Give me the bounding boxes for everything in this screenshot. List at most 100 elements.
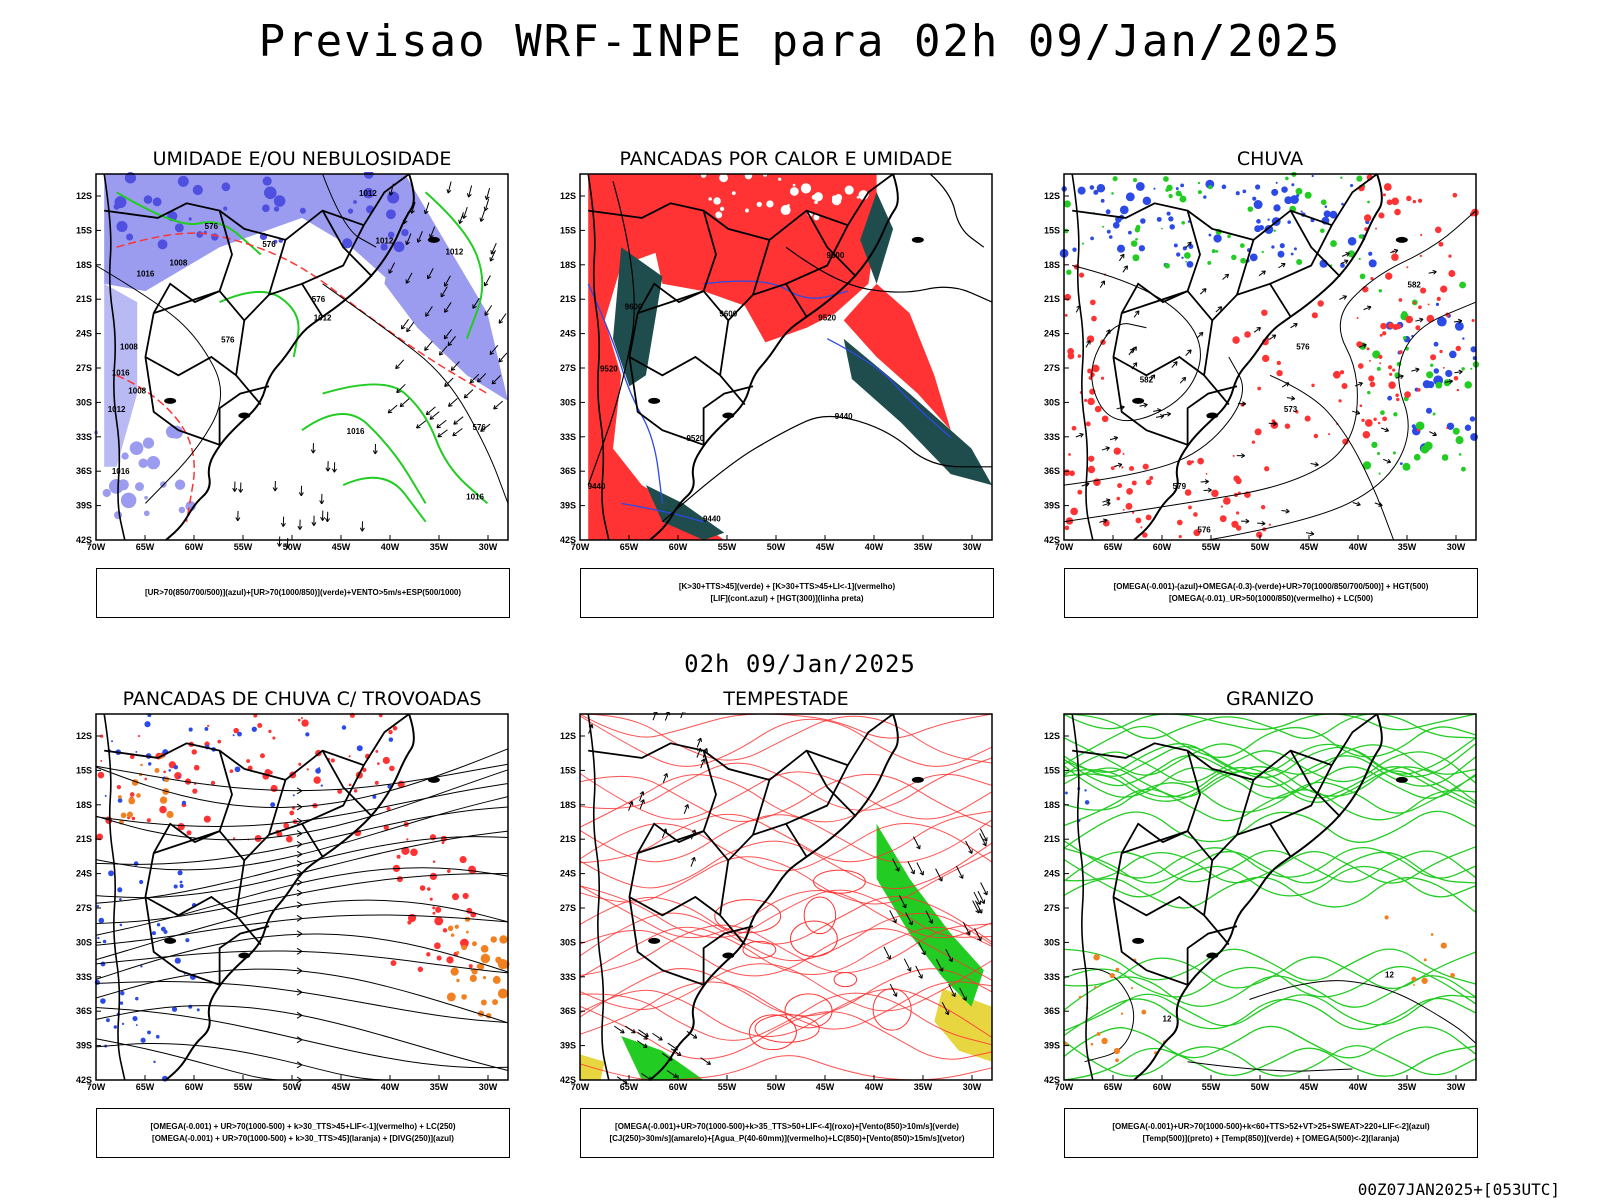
- omega-orange-cell: [1096, 1032, 1101, 1036]
- lat-label: 27S: [560, 363, 576, 373]
- legend-line: [OMEGA(-0.001)+UR>70(1000-500)+k<60+TTS>…: [1112, 1122, 1430, 1131]
- wind-vector: [979, 833, 987, 847]
- legend-line: [OMEGA(-0.001) + UR>70(1000-500) + k>30_…: [152, 1134, 454, 1143]
- wind-vector-head: [1106, 329, 1111, 334]
- lon-label: 40W: [381, 1082, 400, 1092]
- wind-vector-head: [483, 281, 489, 287]
- wind-vector-head: [498, 357, 503, 363]
- divergence-blue-cell: [156, 922, 161, 927]
- rain-red-cell: [1193, 529, 1201, 537]
- divergence-blue-cell: [174, 957, 181, 964]
- omega-blue-cell: [1449, 350, 1457, 359]
- omega-orange-cell: [1120, 1012, 1124, 1015]
- omega-blue-cell: [1281, 186, 1288, 193]
- wind-vector-head: [906, 967, 912, 972]
- contour-label: 576: [205, 222, 219, 231]
- wind-vector-head: [978, 909, 983, 914]
- rain-red-cell: [1356, 317, 1359, 320]
- lat-label: 36S: [76, 1006, 92, 1016]
- wind-vector-head: [1245, 518, 1250, 524]
- country-border: [144, 896, 220, 986]
- rain-red-cell: [1313, 433, 1319, 439]
- storm-red-cell: [289, 810, 295, 816]
- divergence-blue-cell: [100, 998, 106, 1004]
- humid-core: [126, 233, 134, 241]
- rain-red-cell: [1389, 372, 1393, 376]
- omega-orange-cell: [1078, 995, 1082, 999]
- temp-850-contour: [1063, 1025, 1477, 1059]
- lat-label: 15S: [76, 225, 92, 235]
- humid-core: [353, 200, 357, 204]
- wind-vector-head: [437, 433, 442, 438]
- lc-850-contour: [803, 896, 837, 935]
- wind-vector: [1258, 270, 1266, 277]
- omega-orange-cell: [1411, 976, 1417, 982]
- map-frame: [95, 173, 509, 541]
- storm-red-cell: [396, 854, 401, 859]
- wind-vector: [889, 910, 897, 924]
- wind-vector: [1395, 375, 1404, 379]
- lon-label: 65W: [1104, 542, 1123, 552]
- wind-vector-head: [280, 522, 286, 527]
- rain-red-cell: [1126, 487, 1133, 495]
- lat-label: 42S: [560, 535, 576, 545]
- lat-label: 30S: [76, 937, 92, 947]
- omega-orange-cell: [1115, 967, 1120, 972]
- country-border: [1236, 173, 1378, 296]
- wind-vector-head: [1384, 427, 1390, 433]
- divergence-blue-cell: [179, 880, 183, 884]
- panel-title-tempestade: TEMPESTADE: [723, 688, 849, 710]
- country-border: [104, 742, 233, 898]
- rain-red-cell: [1125, 502, 1133, 510]
- omega-blue-cell: [1169, 224, 1175, 230]
- omega-orange-cell: [1130, 986, 1134, 990]
- rain-red-cell: [1382, 416, 1387, 422]
- streamline-arrow: [296, 930, 303, 938]
- wind-vector: [1383, 458, 1391, 463]
- jet-core-yellow: [934, 988, 992, 1062]
- rain-red-cell: [1375, 227, 1377, 230]
- storm-red-cell: [193, 764, 200, 771]
- height-300-contour: [929, 173, 985, 248]
- water-contour: [579, 1005, 993, 1060]
- rain-red-cell: [1064, 525, 1070, 531]
- storm-orange-cell: [477, 963, 485, 970]
- streamline: [95, 806, 509, 865]
- divergence-blue-cell: [135, 996, 139, 1001]
- lat-label: 18S: [1044, 260, 1060, 270]
- rain-red-cell: [1311, 383, 1315, 388]
- wind-vector-head: [658, 1036, 663, 1041]
- wind-vector-head: [387, 408, 393, 414]
- water-contour: [579, 823, 993, 872]
- storm-red-cell: [246, 759, 251, 763]
- humid-patch: [129, 441, 144, 456]
- lat-label: 12S: [76, 731, 92, 741]
- storm-orange-cell: [461, 994, 467, 1000]
- omega-green-cell: [1160, 227, 1163, 230]
- omega-green-cell: [1358, 234, 1364, 239]
- rain-red-cell: [1386, 199, 1393, 206]
- storm-orange-cell: [469, 974, 477, 983]
- wind-vector-head: [902, 903, 907, 909]
- divergence-blue-cell: [133, 861, 139, 866]
- gap: [700, 172, 707, 178]
- humid-area-west: [104, 283, 138, 467]
- legend-trovoadas: [OMEGA(-0.001) + UR>70(1000-500) + k>30_…: [96, 1108, 510, 1158]
- lon-label: 45W: [816, 542, 835, 552]
- humid-core: [401, 228, 409, 237]
- omega-blue-cell: [1323, 210, 1331, 218]
- wind-vector: [1102, 499, 1111, 503]
- divergence-blue-cell: [111, 740, 114, 743]
- lat-label: 27S: [76, 903, 92, 913]
- rain-red-cell: [1078, 272, 1085, 278]
- wind-vector: [480, 209, 486, 222]
- wind-vector: [637, 1031, 648, 1040]
- coastline: [649, 173, 899, 541]
- country-border: [1112, 896, 1188, 986]
- wind-vector: [498, 313, 507, 324]
- omega-blue-cell: [1340, 263, 1345, 268]
- rain-red-cell: [1219, 515, 1227, 523]
- humid-area-ocean: [384, 174, 508, 401]
- storm-red-cell: [298, 762, 302, 766]
- divergence-blue-cell: [135, 1024, 138, 1026]
